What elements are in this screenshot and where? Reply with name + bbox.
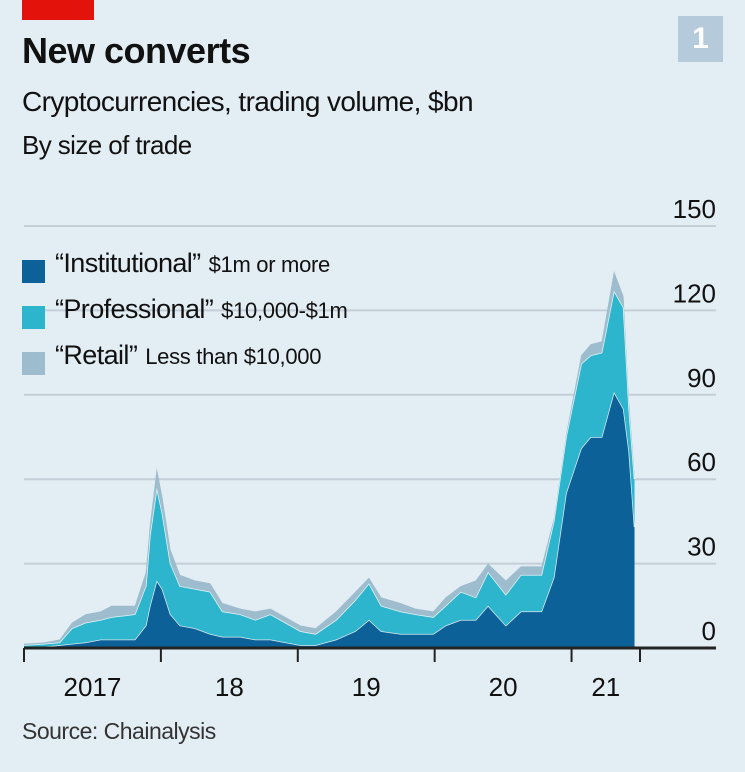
legend-name: “Retail” xyxy=(55,340,138,370)
legend-desc: $10,000-$1m xyxy=(221,298,348,323)
x-tick-labels: 2017 18 19 20 21 xyxy=(64,672,621,702)
source-note: Source: Chainalysis xyxy=(22,718,216,744)
y-tick-labels: 0 30 60 90 120 150 xyxy=(673,194,716,646)
y-tick-label: 120 xyxy=(673,278,716,308)
x-tick-label: 21 xyxy=(591,672,620,702)
chart-subsubtitle: By size of trade xyxy=(22,130,192,160)
legend-item-professional: “Professional” $10,000-$1m xyxy=(22,294,348,340)
legend-name: “Institutional” xyxy=(55,248,201,278)
legend: “Institutional” $1m or more “Professiona… xyxy=(22,248,348,386)
x-tick-label: 19 xyxy=(352,672,381,702)
legend-desc: Less than $10,000 xyxy=(145,344,322,369)
area-institutional xyxy=(24,391,635,648)
chart-number-badge: 1 xyxy=(678,16,723,62)
y-tick-label: 150 xyxy=(673,194,716,224)
legend-item-retail: “Retail” Less than $10,000 xyxy=(22,340,348,386)
legend-swatch-professional xyxy=(22,305,45,329)
x-axis xyxy=(23,646,716,662)
legend-item-institutional: “Institutional” $1m or more xyxy=(22,248,348,294)
x-tick-label: 2017 xyxy=(64,672,122,702)
y-tick-label: 90 xyxy=(687,363,716,393)
legend-name: “Professional” xyxy=(55,294,214,324)
y-tick-label: 0 xyxy=(702,616,716,646)
legend-desc: $1m or more xyxy=(208,252,331,277)
y-tick-label: 60 xyxy=(687,447,716,477)
y-tick-label: 30 xyxy=(687,532,716,562)
chart-title: New converts xyxy=(22,30,251,71)
legend-swatch-retail xyxy=(22,351,45,375)
legend-swatch-institutional xyxy=(22,259,45,283)
x-tick-label: 18 xyxy=(215,672,244,702)
chart-subtitle: Cryptocurrencies, trading volume, $bn xyxy=(22,86,474,117)
series-areas xyxy=(23,271,636,648)
brand-tag xyxy=(22,0,94,20)
x-tick-label: 20 xyxy=(489,672,518,702)
